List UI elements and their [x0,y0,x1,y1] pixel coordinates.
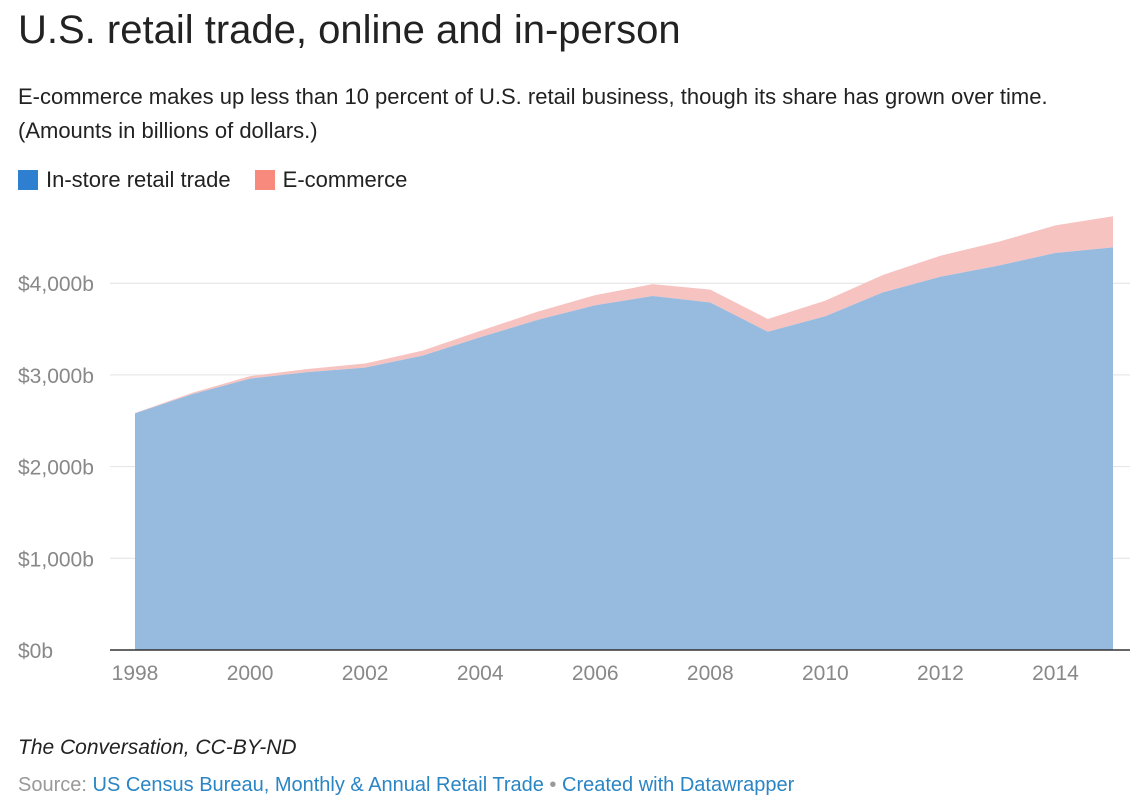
y-tick-label: $3,000b [18,365,94,388]
source-link[interactable]: US Census Bureau, Monthly & Annual Retai… [92,774,544,796]
chart-legend: In-store retail trade E-commerce [18,167,431,193]
x-tick-label: 2008 [687,662,734,685]
legend-swatch-ecommerce [254,170,275,190]
axes: $0b $1,000b $2,000b $3,000b $4,000b 1998 2000 2… [18,273,1130,685]
chart-areas [135,216,1113,650]
legend-label-in-store: In-store retail trade [46,167,231,192]
x-tick-label: 2014 [1032,662,1079,685]
legend-item-in-store: In-store retail trade [18,167,231,193]
x-tick-label: 2010 [802,662,849,685]
chart-source: Source: US Census Bureau, Monthly & Annu… [18,774,794,797]
x-tick-label: 2002 [342,662,389,685]
area-chart: $0b $1,000b $2,000b $3,000b $4,000b 1998 2000 2… [18,216,1130,685]
x-tick-label: 2004 [457,662,504,685]
y-tick-label: $2,000b [18,457,94,480]
source-prefix: Source: [18,774,87,796]
y-tick-label: $0b [18,640,53,663]
source-separator: • [549,774,557,796]
legend-label-ecommerce: E-commerce [282,167,408,192]
x-tick-label: 2000 [227,662,274,685]
series-area-ecommerce [135,216,1113,414]
x-tick-label: 2012 [917,662,964,685]
chart-title: U.S. retail trade, online and in-person [18,8,681,52]
datawrapper-credit-link[interactable]: Created with Datawrapper [562,774,795,796]
x-tick-label: 1998 [112,662,159,685]
chart-subtitle: E-commerce makes up less than 10 percent… [18,84,1048,143]
x-tick-label: 2006 [572,662,619,685]
chart-byline: The Conversation, CC-BY-ND [18,736,297,759]
y-tick-label: $1,000b [18,548,94,571]
y-tick-label: $4,000b [18,273,94,296]
legend-swatch-in-store [18,170,38,190]
series-area-in-store [135,247,1113,650]
legend-item-ecommerce: E-commerce [254,167,408,193]
